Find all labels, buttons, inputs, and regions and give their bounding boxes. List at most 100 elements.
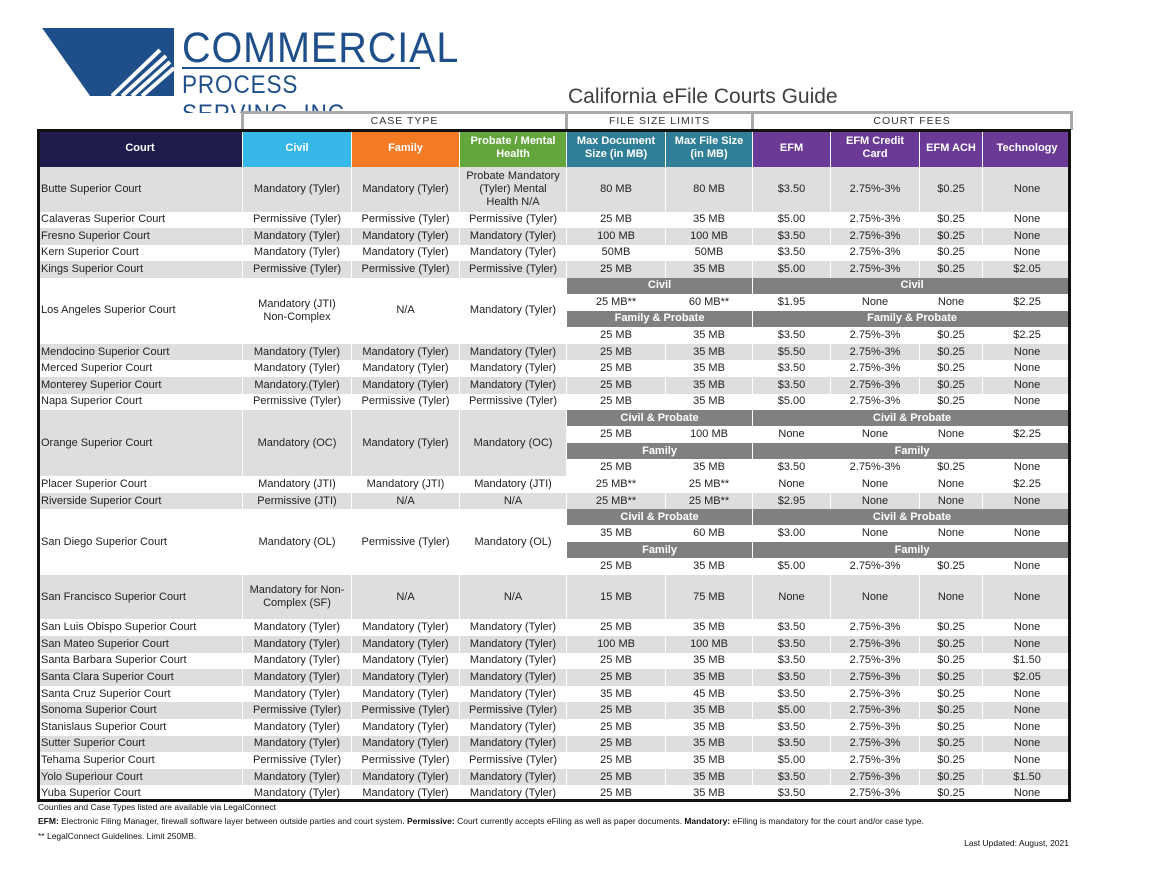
technology-fee: None	[982, 636, 1073, 653]
efm-ach-fee: $0.25	[919, 735, 984, 753]
court-name: San Diego Superior Court	[37, 509, 243, 576]
max-file-size: 100 MB	[665, 636, 754, 653]
table-body: Butte Superior Court Mandatory (Tyler) Man…	[37, 166, 1073, 802]
efm-ach-fee: $0.25	[919, 719, 984, 736]
table-row: Santa Clara Superior Court Mandatory (Tyl…	[37, 669, 1073, 686]
table-row: Butte Superior Court Mandatory (Tyler) Man…	[37, 166, 1073, 212]
efm-credit-card-fee: 2.75%-3%	[830, 244, 921, 262]
civil-type: Permissive (JTI)	[242, 492, 352, 510]
header-max-doc: Max Document Size (in MB)	[566, 129, 667, 167]
note-efm-def: Electronic Filing Manager, firewall soft…	[58, 816, 407, 826]
civil-type: Mandatory (Tyler)	[242, 735, 352, 753]
court-name: San Francisco Superior Court	[37, 575, 243, 620]
efm-ach-fee: $0.25	[919, 211, 984, 229]
family-type: N/A	[351, 575, 460, 620]
family-type: Mandatory (Tyler)	[351, 636, 460, 653]
probate-type: Mandatory (Tyler)	[458, 360, 568, 378]
court-name: Orange Superior Court	[37, 410, 243, 477]
table-row: Merced Superior Court Mandatory (Tyler) Ma…	[37, 360, 1073, 378]
logo-text-line1: COMMERCIAL	[182, 24, 460, 72]
technology-fee: None	[982, 377, 1073, 394]
note-permissive-term: Permissive:	[406, 816, 455, 826]
efm-credit-card-fee: 2.75%-3%	[830, 752, 921, 769]
efm-ach-fee: $0.25	[919, 636, 984, 653]
family-type: Permissive (Tyler)	[351, 393, 460, 411]
courts-table: CASE TYPE FILE SIZE LIMITS COURT FEES Co…	[37, 111, 1074, 802]
sub-header-size: Family	[566, 542, 754, 559]
family-type: Permissive (Tyler)	[351, 211, 460, 229]
efm-credit-card-fee: 2.75%-3%	[830, 636, 921, 653]
family-type: Mandatory (Tyler)	[351, 244, 460, 262]
max-doc-size: 25 MB	[566, 343, 667, 361]
max-file-size: 50MB	[665, 244, 754, 262]
technology-fee: $1.50	[982, 768, 1073, 786]
efm-ach-fee: $0.25	[919, 459, 984, 477]
technology-fee: None	[982, 575, 1073, 620]
family-type: N/A	[351, 492, 460, 510]
sub-header-fees: Family	[752, 443, 1073, 460]
civil-type: Permissive (Tyler)	[242, 393, 352, 411]
court-name: Santa Cruz Superior Court	[37, 685, 243, 703]
civil-type: Mandatory for Non-Complex (SF)	[242, 575, 352, 620]
efm-fee: $3.50	[752, 377, 832, 394]
court-name: Fresno Superior Court	[37, 228, 243, 245]
family-type: Permissive (Tyler)	[351, 509, 460, 576]
max-file-size: 45 MB	[665, 685, 754, 703]
max-doc-size: 25 MB	[566, 426, 667, 444]
probate-type: Mandatory (JTI)	[458, 476, 568, 493]
technology-fee: None	[982, 393, 1073, 411]
probate-type: Mandatory (Tyler)	[458, 785, 568, 802]
sub-header-fees: Family	[752, 542, 1073, 559]
max-doc-size: 25 MB	[566, 459, 667, 477]
max-file-size: 35 MB	[665, 377, 754, 394]
civil-type: Mandatory (Tyler)	[242, 719, 352, 736]
note-guidelines: ** LegalConnect Guidelines. Limit 250MB.	[38, 831, 197, 841]
table-row: Sutter Superior Court Mandatory (Tyler) Ma…	[37, 735, 1073, 753]
max-doc-size: 25 MB	[566, 768, 667, 786]
efm-ach-fee: $0.25	[919, 326, 984, 344]
efm-ach-fee: None	[919, 525, 984, 543]
probate-type: Permissive (Tyler)	[458, 393, 568, 411]
table-row: Riverside Superior Court Permissive (JTI)…	[37, 492, 1073, 510]
efm-credit-card-fee: 2.75%-3%	[830, 768, 921, 786]
table-row: Orange Superior Court Mandatory (OC) Manda…	[37, 410, 1073, 477]
technology-fee: None	[982, 702, 1073, 719]
court-name: Yolo Superiour Court	[37, 768, 243, 786]
efm-credit-card-fee: 2.75%-3%	[830, 360, 921, 378]
table-row: Mendocino Superior Court Mandatory (Tyler…	[37, 343, 1073, 361]
family-type: Mandatory (Tyler)	[351, 228, 460, 245]
family-type: Permissive (Tyler)	[351, 261, 460, 278]
efm-credit-card-fee: 2.75%-3%	[830, 459, 921, 477]
civil-type: Mandatory (Tyler)	[242, 228, 352, 245]
efm-ach-fee: $0.25	[919, 702, 984, 719]
technology-fee: None	[982, 719, 1073, 736]
efm-fee: $3.50	[752, 652, 832, 670]
family-type: N/A	[351, 277, 460, 344]
table-row: Los Angeles Superior Court Mandatory (JTI…	[37, 277, 1073, 344]
technology-fee: None	[982, 619, 1073, 637]
efm-credit-card-fee: 2.75%-3%	[830, 343, 921, 361]
efm-credit-card-fee: 2.75%-3%	[830, 211, 921, 229]
technology-fee: None	[982, 492, 1073, 510]
efm-fee: $5.00	[752, 211, 832, 229]
header-efm-credit-card: EFM Credit Card	[830, 129, 921, 167]
efm-fee: $5.00	[752, 558, 832, 576]
max-file-size: 35 MB	[665, 619, 754, 637]
technology-fee: $2.25	[982, 426, 1073, 444]
court-name: Kings Superior Court	[37, 261, 243, 278]
probate-type: Mandatory (OC)	[458, 410, 568, 477]
max-doc-size: 25 MB	[566, 752, 667, 769]
table-row: Santa Cruz Superior Court Mandatory (Tyle…	[37, 685, 1073, 703]
max-doc-size: 25 MB	[566, 393, 667, 411]
max-file-size: 35 MB	[665, 785, 754, 802]
max-doc-size: 100 MB	[566, 228, 667, 245]
probate-type: Permissive (Tyler)	[458, 261, 568, 278]
court-name: Kern Superior Court	[37, 244, 243, 262]
header-max-file: Max File Size (in MB)	[665, 129, 754, 167]
family-type: Mandatory (Tyler)	[351, 619, 460, 637]
table-row: Monterey Superior Court Mandatory.(Tyler)…	[37, 377, 1073, 394]
probate-type: Mandatory (Tyler)	[458, 244, 568, 262]
max-file-size: 25 MB**	[665, 476, 754, 493]
court-name: Calaveras Superior Court	[37, 211, 243, 229]
max-doc-size: 25 MB	[566, 735, 667, 753]
